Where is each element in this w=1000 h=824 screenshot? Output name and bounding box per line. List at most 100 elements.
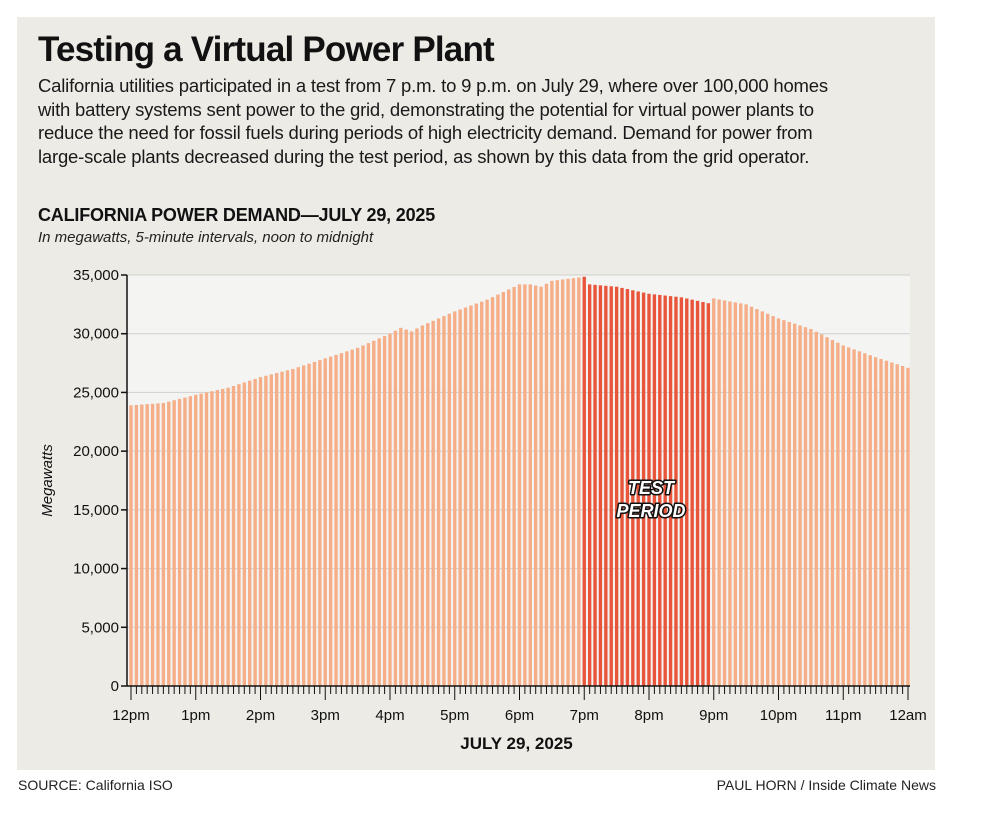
bar — [334, 354, 338, 686]
y-tick-label: 25,000 — [73, 384, 119, 401]
bar — [463, 307, 468, 686]
bar — [825, 337, 829, 686]
bar — [685, 298, 689, 686]
bar — [609, 286, 613, 686]
bar — [204, 392, 209, 686]
x-tick-label: 3pm — [311, 707, 340, 724]
chart-subtitle: In megawatts, 5-minute intervals, noon t… — [38, 229, 374, 246]
bar — [766, 313, 770, 686]
bar — [248, 380, 252, 686]
bar — [183, 397, 187, 686]
bar — [744, 304, 748, 686]
bar — [582, 276, 586, 686]
bar — [199, 393, 203, 686]
bar — [755, 309, 759, 686]
bar — [852, 349, 856, 686]
x-tick-label: 11pm — [825, 707, 861, 724]
bar — [625, 289, 630, 686]
bar — [787, 321, 791, 686]
bar — [345, 351, 349, 686]
y-tick-label: 5,000 — [81, 619, 119, 636]
bar — [555, 280, 559, 686]
bar — [636, 291, 640, 686]
bar — [150, 403, 155, 686]
bar — [442, 316, 446, 686]
bar — [593, 284, 597, 686]
bar — [372, 340, 376, 686]
bar — [140, 404, 144, 686]
bar — [728, 301, 732, 686]
bar — [846, 347, 851, 686]
bar — [285, 370, 290, 686]
bar — [420, 325, 425, 686]
bar — [534, 285, 538, 686]
intro-paragraph: California utilities participated in a t… — [38, 75, 828, 167]
bar — [814, 331, 818, 686]
bar — [253, 378, 257, 686]
bar — [749, 306, 754, 686]
bar — [366, 343, 371, 686]
y-tick-label: 20,000 — [73, 443, 119, 460]
bar — [819, 334, 824, 686]
bar — [474, 303, 479, 686]
bar — [409, 331, 414, 686]
bar — [879, 358, 883, 686]
bar — [161, 403, 166, 686]
x-tick-label: 6pm — [505, 707, 534, 724]
x-axis-title: JULY 29, 2025 — [460, 734, 572, 753]
bar — [307, 363, 311, 686]
bar — [674, 296, 678, 686]
bar — [501, 292, 505, 686]
bar — [318, 360, 322, 686]
bar — [323, 358, 327, 686]
bar — [517, 284, 522, 686]
bars — [129, 276, 910, 686]
bar — [836, 342, 840, 686]
x-tick-label: 12am — [889, 707, 927, 724]
bar — [377, 338, 381, 686]
bar — [350, 349, 354, 686]
bar — [803, 327, 808, 686]
bar — [177, 398, 182, 686]
bar — [134, 404, 139, 686]
y-axis-title: Megawatts — [39, 444, 56, 517]
bar — [604, 285, 608, 686]
bar — [809, 329, 813, 686]
y-tick-label: 15,000 — [73, 502, 119, 519]
bar — [226, 387, 230, 686]
bar — [221, 388, 225, 686]
bar — [167, 401, 171, 686]
bar — [242, 382, 246, 686]
bar — [739, 303, 743, 686]
axes: 0 5,000 10,000 15,000 20,000 25,000 30,000 35,0… — [73, 267, 927, 724]
bar — [453, 311, 457, 686]
bar — [393, 330, 398, 686]
bar — [868, 355, 872, 686]
bar — [485, 299, 489, 686]
bar — [873, 357, 878, 686]
bar — [641, 292, 646, 686]
bar — [172, 400, 176, 686]
bar — [328, 356, 333, 686]
bar — [598, 285, 603, 686]
bar — [496, 294, 500, 686]
bar — [658, 294, 662, 686]
bar — [312, 361, 317, 686]
bar — [469, 305, 473, 686]
test-period-annotation: TEST PERIOD — [615, 477, 687, 523]
bar — [388, 333, 392, 686]
bar — [188, 396, 193, 686]
bar — [577, 277, 581, 686]
bar — [706, 303, 711, 686]
bar — [355, 347, 360, 686]
x-tick-label: 9pm — [699, 707, 728, 724]
bar — [717, 299, 721, 686]
bar — [210, 391, 214, 686]
bar — [701, 302, 705, 686]
bar — [712, 298, 716, 686]
bar — [156, 403, 160, 686]
x-tick-label: 10pm — [760, 707, 798, 724]
bar — [523, 284, 527, 686]
annotation-line-1: TEST — [628, 478, 676, 498]
